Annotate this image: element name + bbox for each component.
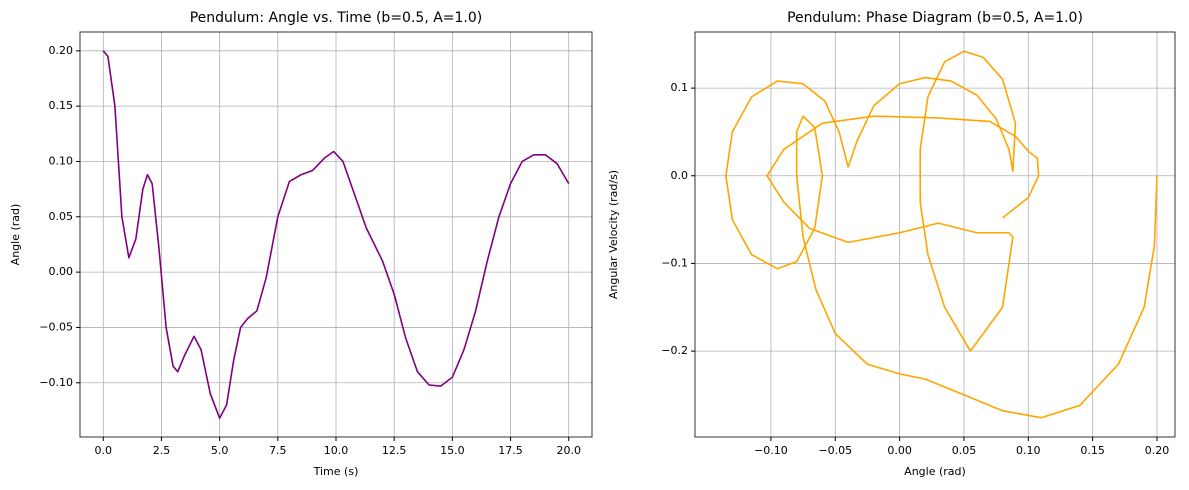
y-tick-label: 0.20 [49, 44, 74, 57]
x-tick-label: 0.20 [1145, 444, 1170, 457]
plot-frame [694, 31, 1176, 438]
chart-title: Pendulum: Angle vs. Time (b=0.5, A=1.0) [190, 10, 483, 26]
plot-frame [79, 31, 593, 438]
x-tick-label: 0.05 [952, 444, 977, 457]
y-tick-label: −0.2 [661, 344, 688, 357]
y-tick-label: 0.0 [671, 169, 689, 182]
y-tick-label: 0.15 [49, 99, 74, 112]
y-tick-label: −0.1 [661, 256, 688, 269]
x-tick-label: 7.5 [269, 444, 287, 457]
x-tick-label: 0.0 [95, 444, 113, 457]
x-tick-label: 17.5 [498, 444, 523, 457]
chart-title: Pendulum: Phase Diagram (b=0.5, A=1.0) [787, 10, 1083, 26]
x-axis-label: Angle (rad) [904, 465, 966, 478]
x-tick-label: 0.10 [1016, 444, 1041, 457]
x-tick-label: −0.10 [754, 444, 788, 457]
y-tick-label: 0.1 [671, 81, 689, 94]
x-tick-label: 20.0 [556, 444, 581, 457]
x-tick-label: 0.00 [887, 444, 912, 457]
y-tick-label: −0.10 [39, 376, 73, 389]
x-tick-label: 0.15 [1080, 444, 1105, 457]
y-tick-label: 0.05 [49, 210, 74, 223]
x-tick-label: 10.0 [324, 444, 349, 457]
y-tick-label: 0.10 [49, 154, 74, 167]
line-series [725, 50, 1158, 419]
y-tick-label: 0.00 [49, 265, 74, 278]
x-tick-label: 12.5 [382, 444, 407, 457]
x-tick-label: −0.05 [818, 444, 852, 457]
x-axis-label: Time (s) [313, 465, 359, 478]
line-series [102, 50, 570, 419]
x-tick-label: 2.5 [153, 444, 171, 457]
y-axis-label: Angular Velocity (rad/s) [607, 170, 620, 299]
y-tick-label: −0.05 [39, 320, 73, 333]
y-axis-label: Angle (rad) [9, 204, 22, 266]
x-tick-label: 15.0 [440, 444, 465, 457]
x-tick-label: 5.0 [211, 444, 229, 457]
